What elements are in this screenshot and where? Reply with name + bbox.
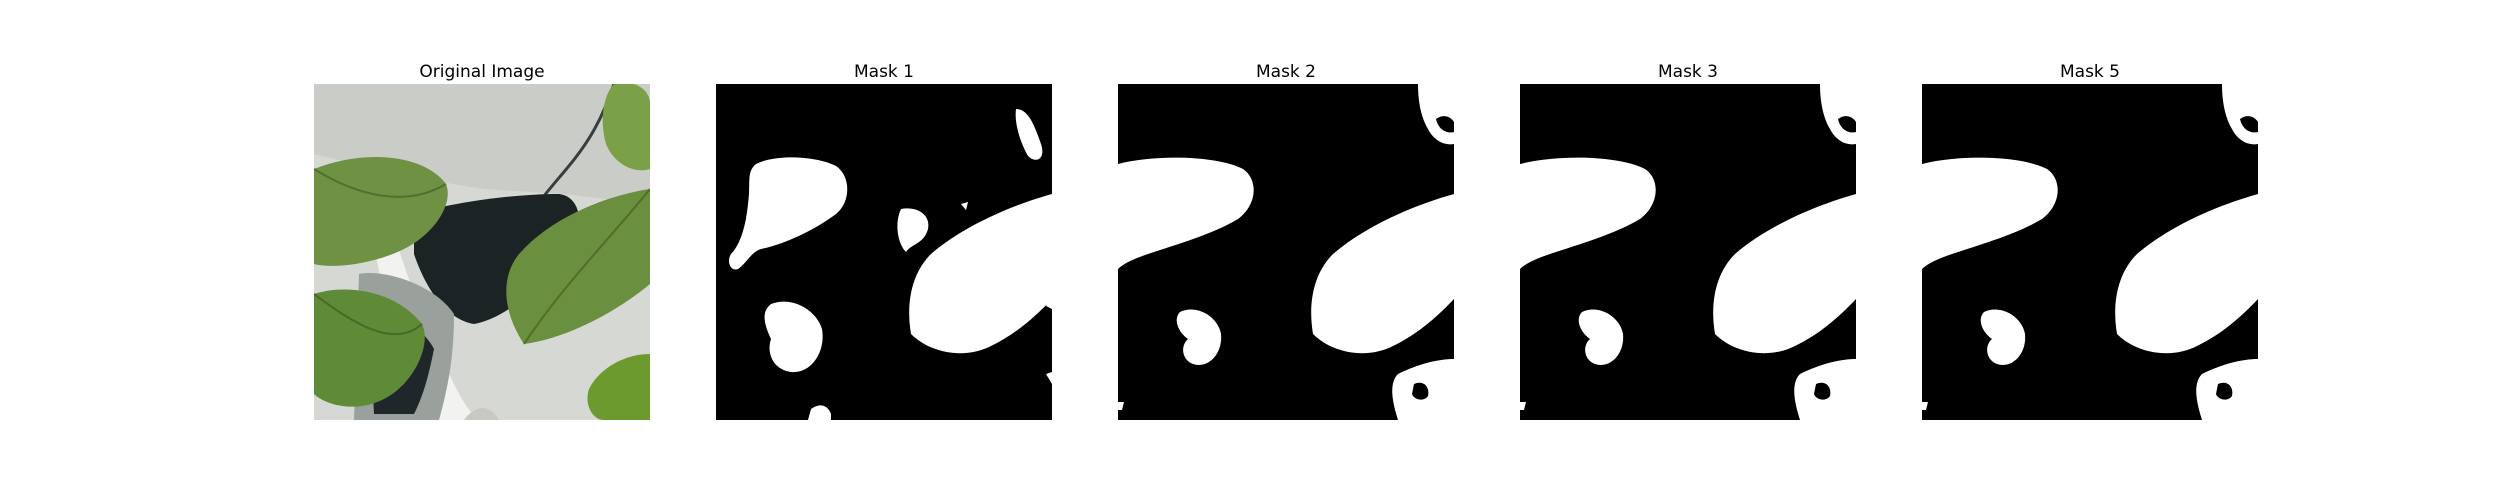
panel-title: Mask 3: [1657, 62, 1718, 82]
mask-2-panel: Mask 2: [1118, 60, 1454, 420]
panel-title: Mask 1: [853, 62, 914, 82]
mask-3-panel: Mask 3: [1520, 60, 1856, 420]
original-image-panel: Original Image: [314, 60, 650, 420]
mask-5-image: [1922, 84, 2258, 420]
panel-title: Original Image: [419, 62, 545, 82]
panel-title: Mask 2: [1255, 62, 1316, 82]
original-image: [314, 84, 650, 420]
mask-1-image: [716, 84, 1052, 420]
mask-5-panel: Mask 5: [1922, 60, 2258, 420]
panel-title: Mask 5: [2059, 62, 2120, 82]
mask-3-image: [1520, 84, 1856, 420]
mask-2-image: [1118, 84, 1454, 420]
mask-1-panel: Mask 1: [716, 60, 1052, 420]
